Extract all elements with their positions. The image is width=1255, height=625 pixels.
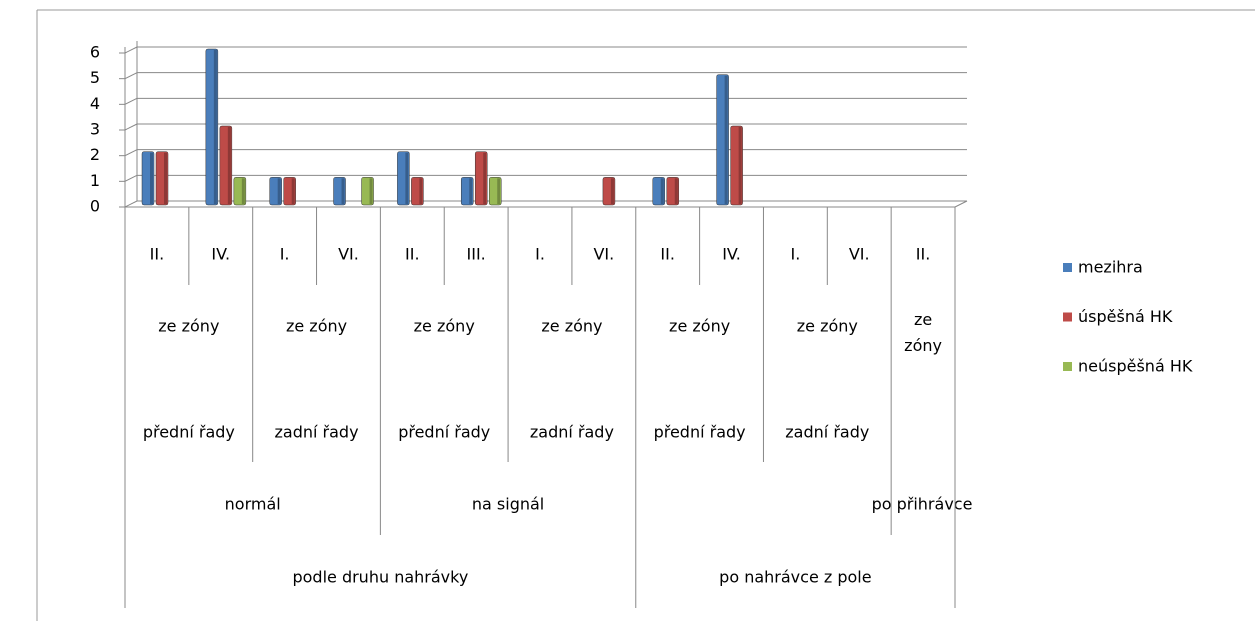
legend-label: mezihra	[1078, 258, 1143, 277]
bar	[602, 177, 616, 206]
x-tick-label: II.	[150, 245, 165, 264]
y-tick-label: 1	[90, 171, 100, 190]
bar-shade	[277, 178, 281, 204]
bar	[155, 151, 169, 206]
category-label: ze zóny	[797, 317, 858, 336]
category-label: po přihrávce	[872, 495, 973, 514]
bar	[474, 151, 488, 206]
category-label: zadní řady	[275, 423, 359, 442]
bar-shade	[241, 178, 245, 204]
bar-shade	[674, 178, 678, 204]
bar	[652, 177, 666, 206]
y-tick-label: 4	[90, 94, 100, 113]
y-tick-label: 2	[90, 145, 100, 164]
grid-line	[124, 97, 138, 105]
category-label: zadní řady	[530, 423, 614, 442]
grid-line	[124, 46, 138, 54]
bar	[411, 177, 424, 206]
bar	[333, 177, 346, 206]
legend-label: úspěšná HK	[1078, 307, 1173, 326]
y-tick-label: 6	[90, 43, 100, 62]
x-tick-label: II.	[405, 245, 420, 264]
category-label: ze zóny	[669, 317, 730, 336]
bar-shade	[738, 127, 742, 204]
y-tick-label: 3	[90, 120, 100, 139]
grid-line	[124, 123, 138, 131]
legend-swatch	[1063, 263, 1072, 272]
legend-swatch	[1063, 312, 1072, 322]
x-tick-label: I.	[280, 245, 290, 264]
x-tick-label: VI.	[338, 245, 359, 264]
bar	[716, 74, 729, 206]
floor-edge	[954, 200, 968, 208]
bar	[488, 177, 502, 206]
x-tick-label: VI.	[593, 245, 614, 264]
category-label: přední řady	[143, 423, 235, 442]
bar-shade	[164, 152, 167, 204]
category-label: zadní řady	[785, 423, 869, 442]
bar-shade	[660, 178, 664, 204]
category-label: ze zóny	[286, 317, 347, 336]
bar	[233, 177, 247, 206]
bar	[141, 151, 155, 206]
x-tick-label: II.	[660, 245, 675, 264]
grid-line	[124, 72, 138, 80]
x-tick-label: IV.	[722, 245, 741, 264]
bar	[460, 177, 474, 206]
category-label: ze zóny	[414, 317, 475, 336]
x-tick-label: VI.	[849, 245, 870, 264]
category-label: ze zóny	[541, 317, 602, 336]
bar-shade	[405, 152, 409, 204]
bar-shade	[341, 178, 345, 204]
legend-swatch	[1063, 362, 1072, 371]
grid-line	[124, 200, 138, 208]
bar	[283, 177, 296, 206]
category-label: normál	[225, 495, 281, 514]
bar-shade	[291, 178, 295, 204]
x-tick-label: III.	[467, 245, 486, 264]
bar	[666, 177, 680, 206]
x-tick-label: II.	[916, 245, 931, 264]
bar	[397, 151, 410, 206]
bar-shade	[213, 50, 217, 204]
x-tick-label: I.	[535, 245, 545, 264]
bar-shade	[724, 75, 728, 205]
y-tick-label: 0	[90, 197, 100, 216]
bar-shade	[419, 178, 423, 204]
bar-shade	[483, 152, 487, 204]
category-label: podle druhu nahrávky	[292, 568, 468, 587]
bar	[730, 125, 743, 206]
bar	[219, 125, 233, 206]
x-tick-label: I.	[790, 245, 800, 264]
bar-shade	[150, 152, 153, 204]
bar-shade	[610, 178, 614, 204]
category-label: přední řady	[654, 423, 746, 442]
category-label: ze zóny	[904, 310, 942, 355]
grid-line	[124, 149, 138, 157]
bar-shade	[227, 127, 231, 204]
bar	[361, 177, 374, 206]
category-label: po nahrávce z pole	[719, 568, 871, 587]
category-label: přední řady	[398, 423, 490, 442]
bar	[269, 177, 282, 206]
bar	[205, 48, 219, 206]
grid-line	[124, 174, 138, 182]
bar-shade	[497, 178, 501, 204]
legend-label: neúspěšná HK	[1078, 357, 1193, 376]
y-tick-label: 5	[90, 68, 100, 87]
bar-shade	[369, 178, 373, 204]
x-tick-label: IV.	[211, 245, 230, 264]
category-label: na signál	[472, 495, 544, 514]
bar-shade	[469, 178, 473, 204]
category-label: ze zóny	[158, 317, 219, 336]
